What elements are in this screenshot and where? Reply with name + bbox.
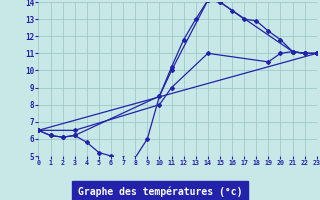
Text: Graphe des températures (°c): Graphe des températures (°c) (78, 187, 242, 197)
